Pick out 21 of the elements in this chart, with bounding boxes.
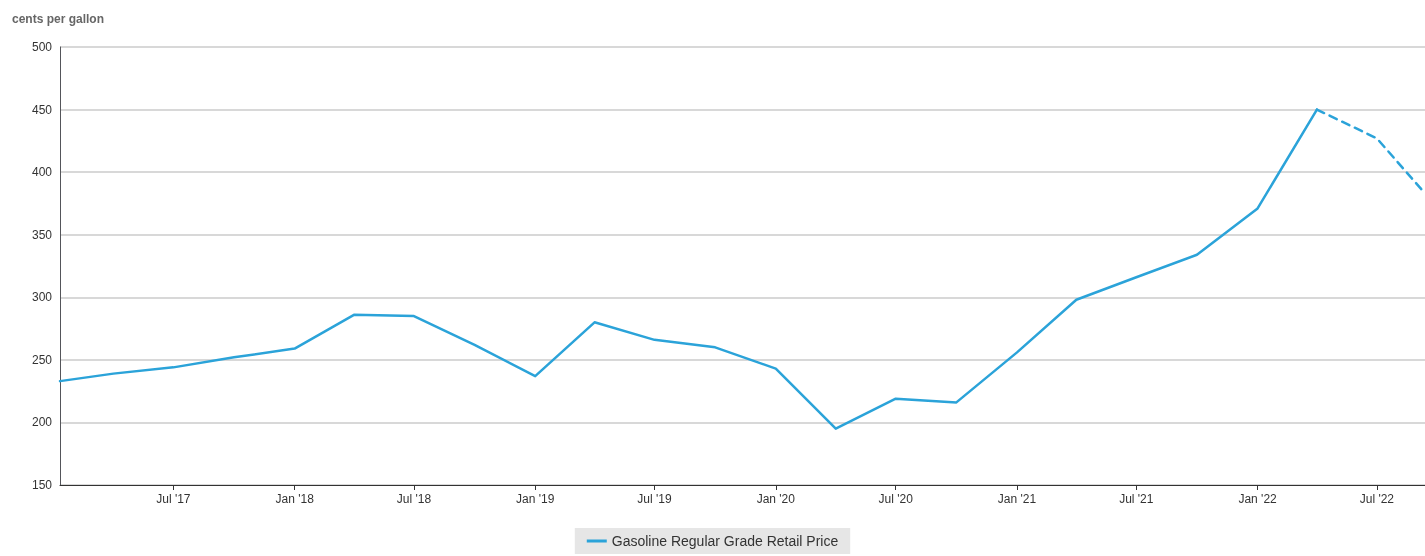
- y-tick-label: 500: [31, 40, 53, 54]
- x-tick-label: Jan '19: [516, 492, 555, 506]
- y-tick-label: 300: [31, 290, 53, 305]
- x-tick-label: Jul '19: [637, 492, 672, 506]
- y-axis-title: cents per gallon: [12, 12, 105, 26]
- x-tick-label: Jul '20: [878, 492, 914, 506]
- y-tick-label: 400: [31, 165, 53, 180]
- x-tick-label: Jan '18: [275, 492, 315, 506]
- y-tick-label: 450: [31, 102, 53, 117]
- y-tick-label: 250: [31, 352, 53, 367]
- x-tick-label: Jul '17: [156, 492, 191, 506]
- x-tick-label: Jan '22: [1238, 492, 1278, 506]
- x-tick-label: Jul '22: [1359, 492, 1395, 506]
- x-tick-label: Jan '21: [997, 492, 1037, 506]
- y-tick-label: 350: [31, 227, 53, 242]
- y-tick-label: 200: [31, 415, 53, 430]
- x-tick-label: Jul '18: [396, 492, 432, 506]
- legend-label: Gasoline Regular Grade Retail Price: [611, 533, 839, 549]
- x-tick-label: Jan '20: [756, 492, 796, 506]
- x-tick-label: Jul '21: [1119, 492, 1154, 506]
- y-tick-label: 150: [31, 478, 53, 492]
